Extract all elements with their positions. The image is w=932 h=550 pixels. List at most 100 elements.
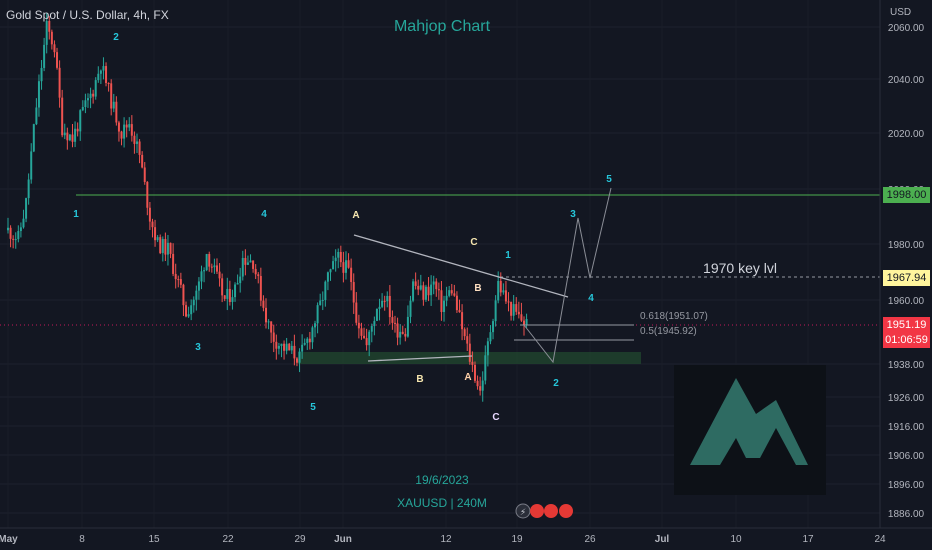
logo-mark bbox=[690, 378, 808, 465]
candle-body bbox=[303, 342, 306, 345]
candle-body bbox=[197, 281, 200, 291]
fib-5-label: 0.5(1945.92) bbox=[640, 326, 697, 337]
time-tick-label: 12 bbox=[440, 534, 452, 545]
time-axis-labels: May 8 15 22 29 Jun 12 19 26 Jul 10 17 24 bbox=[0, 534, 886, 545]
candle-body bbox=[417, 285, 420, 290]
time-tick-label: May bbox=[0, 534, 18, 545]
candle-body bbox=[115, 101, 118, 123]
candle-body bbox=[259, 276, 262, 301]
candle-body bbox=[342, 262, 345, 273]
candle-body bbox=[53, 44, 56, 53]
candle-body bbox=[210, 266, 213, 268]
last-price-badge: 1951.19 bbox=[883, 317, 930, 333]
candle-body bbox=[363, 335, 366, 339]
candle-body bbox=[494, 300, 497, 322]
candle-body bbox=[125, 124, 128, 128]
candle-body bbox=[86, 98, 89, 101]
candle-body bbox=[499, 280, 502, 293]
candle-body bbox=[148, 207, 151, 222]
candle-body bbox=[27, 179, 30, 199]
candle-body bbox=[190, 305, 193, 315]
wave-label-11: 1 bbox=[505, 250, 511, 261]
candle-body bbox=[321, 299, 324, 301]
candle-body bbox=[179, 279, 182, 285]
candle-body bbox=[66, 132, 69, 141]
candle-body bbox=[187, 314, 190, 317]
time-tick-label: Jul bbox=[655, 534, 670, 545]
candle-body bbox=[270, 321, 273, 333]
price-tick-label: 1960.00 bbox=[888, 296, 925, 307]
candle-body bbox=[228, 288, 231, 302]
candle-body bbox=[223, 295, 226, 299]
candle-body bbox=[12, 238, 15, 240]
candle-body bbox=[241, 257, 244, 277]
candle-body bbox=[166, 242, 169, 255]
event-icons[interactable]: ⚡ bbox=[515, 503, 573, 519]
candle-body bbox=[110, 83, 113, 109]
candle-body bbox=[226, 288, 229, 299]
wave-label-0: 2 bbox=[113, 32, 119, 43]
triangle-lower-trendline[interactable] bbox=[367, 355, 473, 362]
candle-body bbox=[141, 154, 144, 168]
candle-body bbox=[239, 276, 242, 284]
candle-body bbox=[360, 328, 363, 336]
candle-body bbox=[84, 100, 87, 108]
candle-body bbox=[68, 134, 71, 141]
price-tick-label: 2060.00 bbox=[888, 23, 925, 34]
candle-body bbox=[25, 198, 28, 219]
wave-label-7: C bbox=[470, 237, 477, 248]
candle-body bbox=[81, 107, 84, 111]
us-flag-icon-3[interactable] bbox=[559, 504, 573, 518]
candle-body bbox=[347, 260, 350, 268]
candle-body bbox=[406, 316, 409, 337]
candle-body bbox=[9, 227, 12, 239]
candle-body bbox=[329, 269, 332, 273]
candle-body bbox=[40, 67, 43, 82]
wave-label-2: 4 bbox=[261, 209, 267, 220]
candle-body bbox=[414, 281, 417, 286]
us-flag-icon-1[interactable] bbox=[530, 504, 544, 518]
candle-body bbox=[337, 251, 340, 258]
us-flag-icon-2[interactable] bbox=[544, 504, 558, 518]
candle-body bbox=[507, 301, 510, 303]
candle-body bbox=[172, 253, 175, 274]
candle-body bbox=[277, 345, 280, 349]
candle-body bbox=[192, 299, 195, 306]
countdown-badge: 01:06:59 bbox=[883, 332, 930, 348]
candle-body bbox=[401, 331, 404, 334]
candle-body bbox=[285, 343, 288, 351]
time-tick-label: 26 bbox=[584, 534, 596, 545]
candle-body bbox=[308, 338, 311, 343]
candle-body bbox=[257, 274, 260, 277]
candle-body bbox=[419, 285, 422, 290]
triangle-upper-trendline[interactable] bbox=[353, 234, 569, 298]
candle-body bbox=[396, 323, 399, 338]
candle-body bbox=[370, 326, 373, 332]
candle-body bbox=[265, 307, 267, 323]
time-axis-panel[interactable] bbox=[0, 528, 932, 550]
wave-label-4: 5 bbox=[310, 402, 316, 413]
price-axis-labels: 2060.002040.002020.002000.001980.001960.… bbox=[888, 23, 925, 520]
candle-body bbox=[280, 343, 283, 346]
candle-body bbox=[326, 272, 329, 282]
projection-path[interactable] bbox=[523, 187, 612, 364]
candle-body bbox=[136, 141, 138, 144]
candle-body bbox=[357, 322, 360, 329]
watermark-logo bbox=[674, 365, 826, 495]
candle-body bbox=[412, 281, 415, 301]
candle-body bbox=[422, 285, 425, 300]
candle-body bbox=[339, 251, 342, 263]
candle-body bbox=[56, 52, 59, 68]
candle-body bbox=[128, 124, 131, 128]
time-tick-label: 10 bbox=[730, 534, 742, 545]
candle-body bbox=[195, 290, 198, 300]
candle-body bbox=[435, 281, 438, 290]
wave-label-3: 3 bbox=[195, 342, 201, 353]
candle-body bbox=[283, 343, 286, 351]
symbol-title[interactable]: Gold Spot / U.S. Dollar, 4h, FX bbox=[6, 8, 169, 22]
candle-body bbox=[517, 311, 520, 315]
candle-body bbox=[200, 271, 203, 282]
candle-body bbox=[319, 300, 322, 306]
price-axis-panel[interactable] bbox=[880, 0, 932, 528]
